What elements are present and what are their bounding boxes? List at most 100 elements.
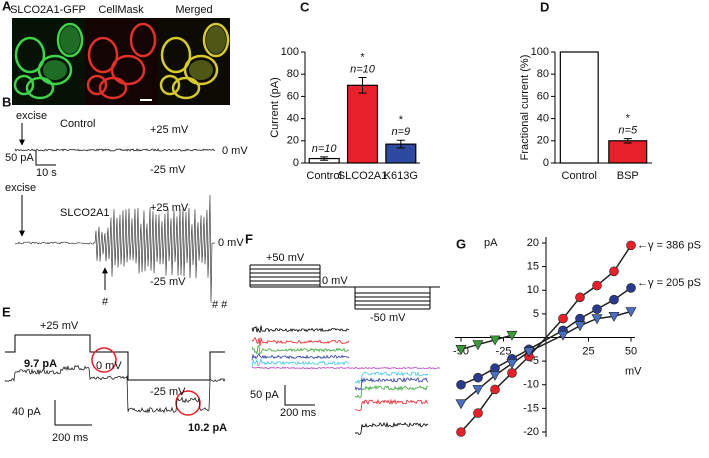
n-label: n=10 <box>312 143 338 155</box>
trace-label: -25 mV <box>150 386 186 398</box>
point <box>506 359 518 370</box>
trace <box>251 336 350 347</box>
panel-label: A <box>2 0 12 13</box>
trace-label: 200 ms <box>52 432 89 444</box>
panel-label: F <box>245 231 253 246</box>
point <box>608 311 620 322</box>
point <box>592 304 602 314</box>
y-tick-label: -10 <box>523 379 539 391</box>
image-title: CellMask <box>98 4 144 16</box>
panel-label: E <box>2 304 11 319</box>
x-tick-label: -25 <box>496 345 512 357</box>
trace-label: # # <box>212 299 228 311</box>
x-tick-label: K613G <box>384 170 418 182</box>
trace-label: 10 s <box>36 167 57 179</box>
bar <box>608 140 648 164</box>
trace <box>251 366 441 370</box>
trace-label: 50 pA <box>250 389 279 401</box>
error-bar <box>396 139 405 149</box>
y-tick-label: 5 <box>533 308 539 320</box>
point <box>558 313 568 324</box>
point <box>489 371 501 381</box>
x-tick-label: Control <box>562 170 597 182</box>
point <box>591 314 603 325</box>
fit-line <box>460 287 632 386</box>
y-axis-label: Fractional current (%) <box>519 55 531 161</box>
point <box>489 335 501 346</box>
bar <box>559 51 599 164</box>
trace-label: 50 pA <box>5 152 34 164</box>
error-bar <box>358 77 367 94</box>
point <box>592 280 602 291</box>
panel-label: B <box>2 94 11 109</box>
trace <box>354 398 429 412</box>
trace-label: Control <box>60 118 95 130</box>
trace-label: 0 mV <box>218 237 244 249</box>
point <box>472 385 484 396</box>
point <box>473 408 483 418</box>
trace-label: 0 mV <box>222 145 248 157</box>
trace <box>354 371 429 385</box>
point <box>523 347 535 358</box>
trace-label: excise <box>5 182 36 194</box>
trace-label: 0 mV <box>96 360 122 372</box>
point <box>626 283 636 293</box>
trace-label: 9.7 pA <box>24 358 57 370</box>
y-tick-label: -5 <box>529 355 539 367</box>
trace-label: 10.2 pA <box>188 422 227 434</box>
trace-label: 40 pA <box>12 406 41 418</box>
point <box>626 240 636 251</box>
y-tick-label: 100 <box>531 46 549 58</box>
n-label: n=5 <box>618 124 638 136</box>
trace-label: 0 mV <box>322 275 348 287</box>
micrographs <box>12 18 230 105</box>
fit-line <box>460 244 632 433</box>
y-tick-label: 15 <box>527 261 539 273</box>
y-tick-label: 0 <box>293 157 299 169</box>
image-title: SLCO2A1-GFP <box>10 4 86 16</box>
point <box>455 345 467 355</box>
y-tick-label: 40 <box>287 113 299 125</box>
y-tick-label: 10 <box>527 284 539 296</box>
n-label: n=10 <box>350 63 376 75</box>
significance: * <box>399 114 404 126</box>
trace <box>251 344 350 355</box>
layout-lines <box>5 123 440 426</box>
y-tick-label: 80 <box>287 68 299 80</box>
error-bar <box>623 138 632 144</box>
trace <box>354 385 429 399</box>
point <box>609 266 619 277</box>
trace-label: +50 mV <box>266 252 305 264</box>
y-axis-label: Current (pA) <box>269 77 281 138</box>
significance: * <box>626 112 631 124</box>
point <box>473 372 483 383</box>
trace <box>251 358 350 368</box>
trace-label: 200 ms <box>280 407 317 419</box>
y-tick-label: 60 <box>287 90 299 102</box>
x-tick-label: 50 <box>625 345 637 357</box>
y-tick-label: 0 <box>543 157 549 169</box>
trace-label: -50 mV <box>370 312 406 324</box>
y-tick-label: 20 <box>527 237 539 249</box>
trace <box>4 364 226 414</box>
x-tick-label: 25 <box>582 345 594 357</box>
point <box>507 368 517 378</box>
trace <box>251 352 350 360</box>
point <box>455 399 467 410</box>
y-tick-label: 20 <box>537 135 549 147</box>
trace <box>354 376 429 391</box>
panel-label: C <box>300 0 310 14</box>
y-tick-label: 100 <box>281 46 299 58</box>
point <box>456 427 466 437</box>
significance: * <box>360 51 365 63</box>
y-tick-label: 80 <box>537 68 549 80</box>
point <box>609 294 619 305</box>
image-title: Merged <box>175 4 212 16</box>
annotation: ←γ = 205 pS <box>637 277 701 289</box>
trace-label: -25 mV <box>150 164 186 176</box>
x-tick-label: Control <box>306 170 341 182</box>
point <box>575 292 585 303</box>
trace <box>14 148 216 152</box>
panel-label: G <box>456 236 466 251</box>
trace-label: excise <box>16 110 47 122</box>
